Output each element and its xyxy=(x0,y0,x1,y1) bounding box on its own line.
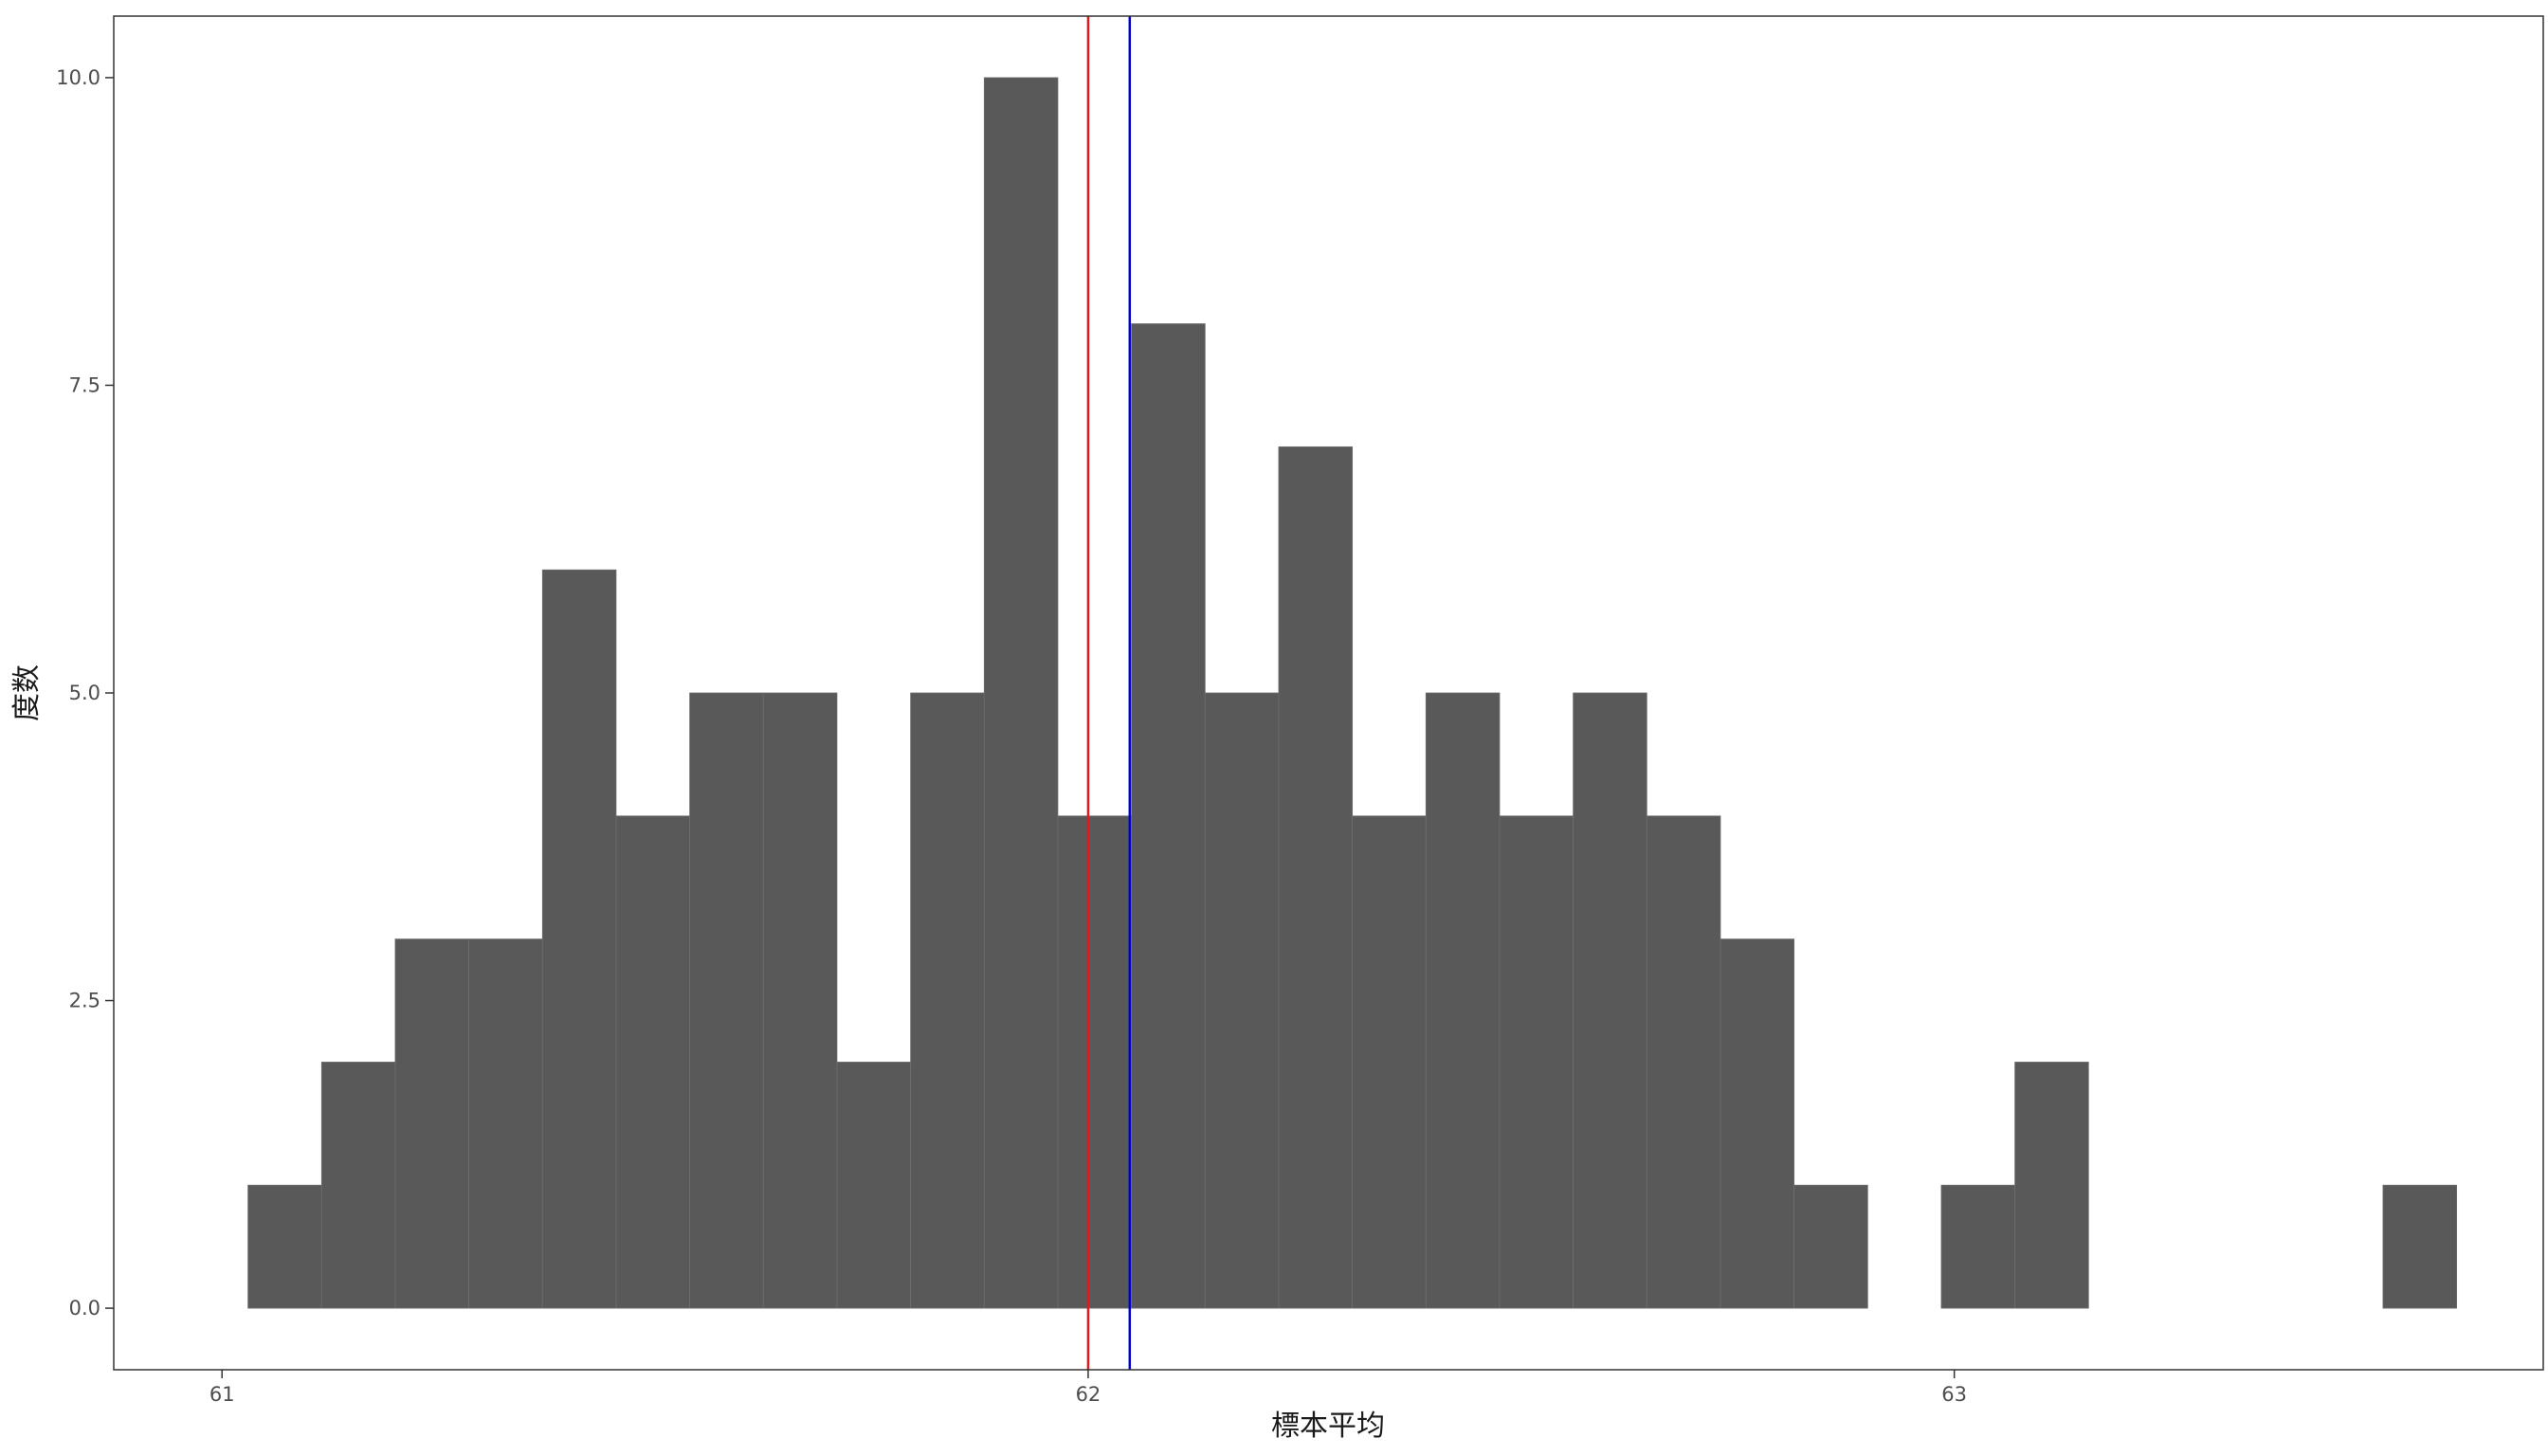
x-tick-label: 63 xyxy=(1941,1383,1967,1406)
y-axis-ticks: 0.0 2.5 5.0 7.5 10.0 xyxy=(56,66,114,1320)
histogram-bar xyxy=(541,569,617,1309)
histogram-bar xyxy=(247,1184,322,1309)
y-axis-title: 度数 xyxy=(10,664,44,721)
histogram-bars xyxy=(247,77,2458,1309)
histogram-bar xyxy=(468,938,543,1309)
y-tick-label: 10.0 xyxy=(56,66,100,89)
histogram-bar xyxy=(2014,1062,2089,1309)
histogram-bar xyxy=(762,692,838,1309)
x-tick-label: 62 xyxy=(1076,1383,1101,1406)
x-axis-ticks: 61 62 63 xyxy=(209,1370,1967,1406)
histogram-bar xyxy=(2382,1184,2458,1309)
y-tick-label: 0.0 xyxy=(69,1297,100,1320)
y-tick-label: 5.0 xyxy=(69,682,100,704)
histogram-bar xyxy=(1352,815,1427,1309)
histogram-bar xyxy=(1204,692,1280,1309)
histogram-bar xyxy=(1499,815,1574,1309)
histogram-bar xyxy=(1793,1184,1868,1309)
histogram-bar xyxy=(394,938,470,1309)
histogram-bar xyxy=(1131,323,1206,1309)
histogram-bar xyxy=(1573,692,1647,1309)
histogram-bar xyxy=(1646,815,1721,1309)
histogram-bar xyxy=(1278,446,1354,1309)
x-axis-title: 標本平均 xyxy=(1271,1410,1385,1443)
histogram-bar xyxy=(320,1062,396,1309)
histogram-bar xyxy=(1425,692,1501,1309)
reference-lines xyxy=(1086,16,1132,1370)
histogram-bar xyxy=(689,692,764,1309)
histogram-bar xyxy=(983,77,1059,1309)
x-tick-label: 61 xyxy=(209,1383,235,1406)
histogram-bar xyxy=(836,1062,912,1309)
y-tick-label: 7.5 xyxy=(69,373,100,396)
histogram-bar xyxy=(1720,938,1795,1309)
histogram-bar xyxy=(615,815,691,1309)
histogram-bar xyxy=(1057,815,1133,1309)
histogram-bar xyxy=(910,692,985,1309)
y-tick-label: 2.5 xyxy=(69,990,100,1012)
histogram-bar xyxy=(1940,1184,2016,1309)
